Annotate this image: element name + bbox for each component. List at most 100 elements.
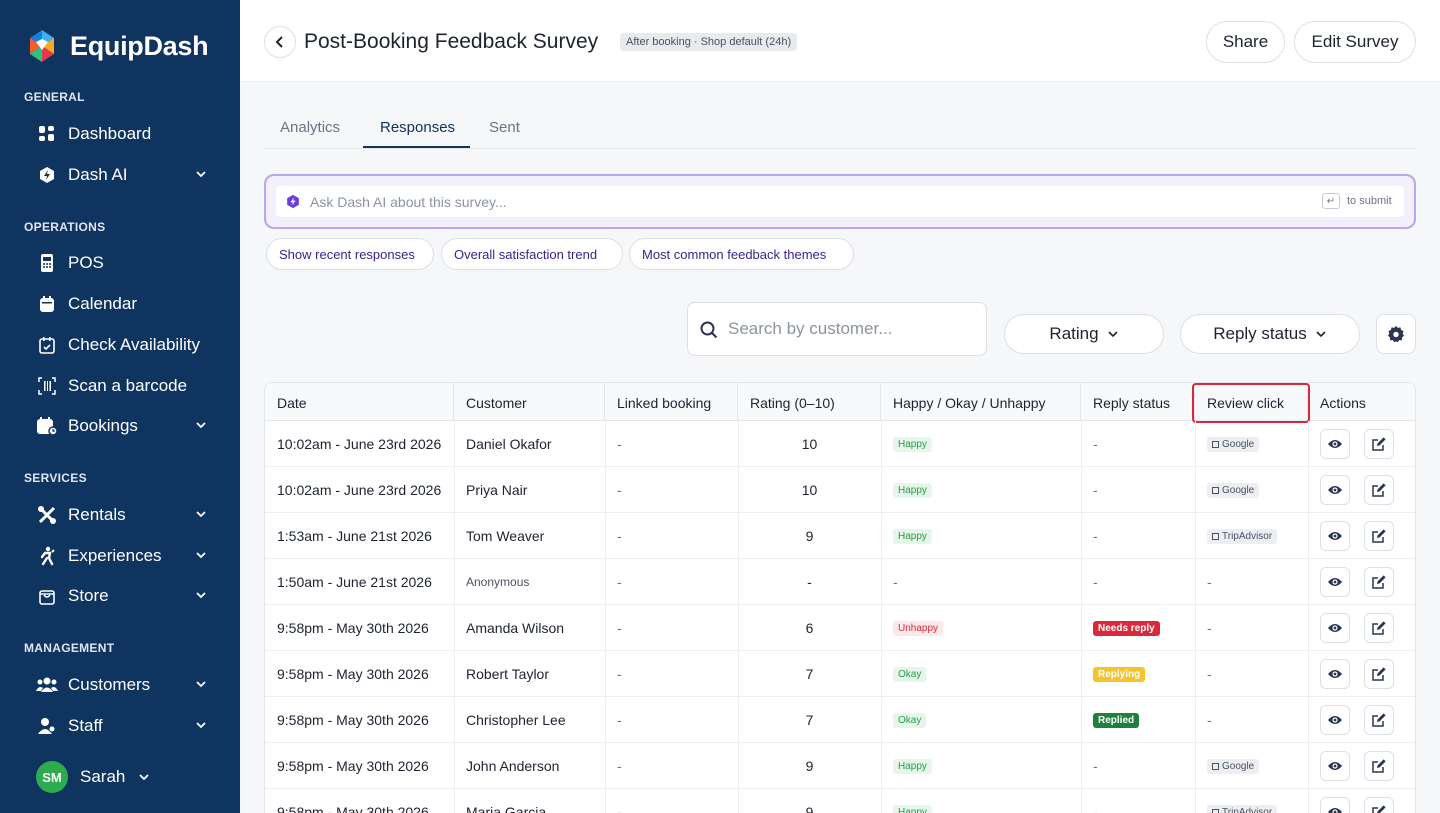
back-button[interactable] [264,26,296,58]
sidebar-item-check-availability[interactable]: Check Availability [24,328,220,362]
table-row[interactable]: 10:02am - June 23rd 2026 Priya Nair - 10 Hap… [265,467,1415,513]
cell-linked-booking: - [617,620,622,636]
cell-customer[interactable]: Daniel Okafor [466,436,552,452]
view-button[interactable] [1320,659,1350,689]
table-settings-button[interactable] [1376,314,1416,354]
cell-reply-status: - [1093,574,1098,590]
edit-button[interactable] [1364,475,1394,505]
table-row[interactable]: 1:50am - June 21st 2026 Anonymous - - - - - [265,559,1415,605]
edit-button[interactable] [1364,751,1394,781]
edit-button[interactable] [1364,659,1394,689]
cell-customer[interactable]: Christopher Lee [466,712,566,728]
sidebar-item-calendar[interactable]: Calendar [24,287,220,321]
view-button[interactable] [1320,567,1350,597]
cell-review-click: Google [1195,467,1308,513]
trigger-badge: After booking · Shop default (24h) [620,33,798,51]
edit-button[interactable] [1364,429,1394,459]
column-header-reply-status[interactable]: Reply status [1081,383,1195,421]
cell-sentiment: Happy [881,743,1081,789]
cell-customer[interactable]: Anonymous [466,575,530,589]
sidebar-item-bookings[interactable]: Bookings [24,409,220,443]
view-button[interactable] [1320,521,1350,551]
cell-date: 9:58pm - May 30th 2026 [277,620,429,636]
search-input[interactable] [728,303,978,355]
edit-survey-button[interactable]: Edit Survey [1294,21,1416,63]
view-button[interactable] [1320,751,1350,781]
brand[interactable]: EquipDash [24,28,209,64]
avatar: SM [36,761,68,793]
edit-button[interactable] [1364,567,1394,597]
cell-customer[interactable]: John Anderson [466,758,560,774]
table-row[interactable]: 9:58pm - May 30th 2026 Amanda Wilson - 6 Unh… [265,605,1415,651]
edit-button[interactable] [1364,521,1394,551]
calendar-check-icon [36,334,58,356]
view-button[interactable] [1320,797,1350,813]
sidebar-item-customers[interactable]: Customers [24,668,220,702]
table-row[interactable]: 9:58pm - May 30th 2026 Maria Garcia - 9 Happ… [265,789,1415,813]
cell-linked-booking: - [617,804,622,813]
sidebar-item-store[interactable]: Store [24,579,220,613]
sidebar-item-pos[interactable]: POS [24,246,220,280]
share-button[interactable]: Share [1206,21,1285,63]
cell-customer[interactable]: Amanda Wilson [466,620,565,636]
sentiment-badge: Okay [893,712,927,728]
checkbox-icon [1212,808,1219,813]
cell-sentiment: Okay [881,651,1081,697]
table-row[interactable]: 9:58pm - May 30th 2026 John Anderson - 9 Hap… [265,743,1415,789]
column-header-review-click[interactable]: Review click [1195,383,1308,421]
column-header-rating[interactable]: Rating (0–10) [738,383,881,421]
sidebar-item-dash-ai[interactable]: Dash AI [24,158,220,192]
cell-date: 1:50am - June 21st 2026 [277,574,432,590]
cell-date: 9:58pm - May 30th 2026 [277,712,429,728]
edit-button[interactable] [1364,797,1394,813]
table-row[interactable]: 10:02am - June 23rd 2026 Daniel Okafor - 10… [265,421,1415,467]
reply-status-filter[interactable]: Reply status [1180,314,1360,354]
view-button[interactable] [1320,613,1350,643]
cell-rating: 7 [805,712,814,728]
view-button[interactable] [1320,429,1350,459]
column-header-linked-booking[interactable]: Linked booking [605,383,738,421]
table-row[interactable]: 9:58pm - May 30th 2026 Christopher Lee - 7 O… [265,697,1415,743]
rating-filter[interactable]: Rating [1004,314,1164,354]
eye-icon [1327,714,1343,726]
column-header-customer[interactable]: Customer [454,383,605,421]
suggestion-chip[interactable]: Most common feedback themes [629,238,854,270]
cell-date: 1:53am - June 21st 2026 [277,528,432,544]
tab-analytics[interactable]: Analytics [280,119,341,136]
table-row[interactable]: 9:58pm - May 30th 2026 Robert Taylor - 7 Oka… [265,651,1415,697]
view-button[interactable] [1320,705,1350,735]
suggestion-chip[interactable]: Overall satisfaction trend [441,238,623,270]
view-button[interactable] [1320,475,1350,505]
tab-responses[interactable]: Responses [380,119,456,136]
gear-icon [1387,325,1405,343]
experiences-icon [36,545,58,567]
tab-sent[interactable]: Sent [489,119,520,136]
sidebar-item-scan-barcode[interactable]: Scan a barcode [24,369,220,403]
dash-ai-input[interactable] [310,186,1310,217]
cell-customer[interactable]: Tom Weaver [466,528,545,544]
user-menu[interactable]: SM Sarah [36,761,151,793]
sidebar-item-staff[interactable]: Staff [24,709,220,743]
bookings-icon [36,415,58,437]
cell-sentiment: - [893,574,898,590]
sidebar-item-label: Customers [68,675,151,694]
sidebar-item-dashboard[interactable]: Dashboard [24,117,220,151]
suggestion-chip[interactable]: Show recent responses [266,238,434,270]
cell-customer[interactable]: Maria Garcia [466,804,547,813]
cell-reply-status: - [1093,528,1098,544]
column-header-sentiment[interactable]: Happy / Okay / Unhappy [881,383,1081,421]
tab-bar: Analytics Responses Sent [264,110,1416,149]
sidebar-item-experiences[interactable]: Experiences [24,539,220,573]
column-header-actions: Actions [1320,395,1366,411]
cell-review-click: - [1207,712,1212,728]
edit-button[interactable] [1364,705,1394,735]
cell-customer[interactable]: Priya Nair [466,482,528,498]
table-row[interactable]: 1:53am - June 21st 2026 Tom Weaver - 9 Happy… [265,513,1415,559]
sidebar-item-rentals[interactable]: Rentals [24,498,220,532]
column-header-date[interactable]: Date [265,383,454,421]
reply-status-badge[interactable]: Replying [1093,666,1146,682]
edit-button[interactable] [1364,613,1394,643]
reply-status-badge[interactable]: Replied [1093,712,1140,728]
cell-customer[interactable]: Robert Taylor [466,666,550,682]
reply-status-badge[interactable]: Needs reply [1093,620,1160,636]
